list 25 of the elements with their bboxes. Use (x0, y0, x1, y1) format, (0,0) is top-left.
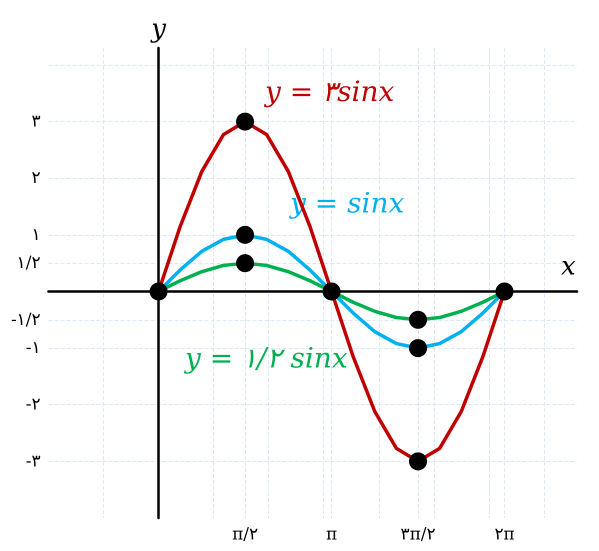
point (236, 112, 254, 131)
x-axis-title: x (561, 251, 576, 282)
y-tick-label: ۱ (31, 224, 40, 245)
y-axis-title: y (150, 14, 166, 44)
y-tick-label: ۳ (31, 112, 40, 132)
x-tick-label: π/۲ (232, 524, 258, 544)
point (236, 226, 254, 244)
series-label: y = ۳sinx (263, 75, 394, 108)
point (409, 452, 428, 470)
x-tick-label: ۳π/۲ (400, 524, 436, 544)
point (409, 339, 428, 358)
point (409, 310, 428, 329)
point (322, 282, 341, 300)
y-tick-label: -۳ (26, 451, 40, 472)
y-tick-label: ۱/۲ (16, 253, 40, 274)
y-tick-label: ۲ (31, 168, 40, 188)
point (496, 282, 514, 300)
point (236, 254, 254, 272)
x-tick-label: ۲π (494, 524, 515, 544)
point (150, 282, 168, 300)
x-tick-label: π (326, 524, 338, 544)
y-tick-label: -۱ (26, 338, 40, 358)
series-label: y = ۱/۲ sinx (183, 342, 348, 375)
y-tick-label: -۱/۲ (10, 310, 40, 330)
y-tick-label: -۲ (26, 394, 40, 415)
